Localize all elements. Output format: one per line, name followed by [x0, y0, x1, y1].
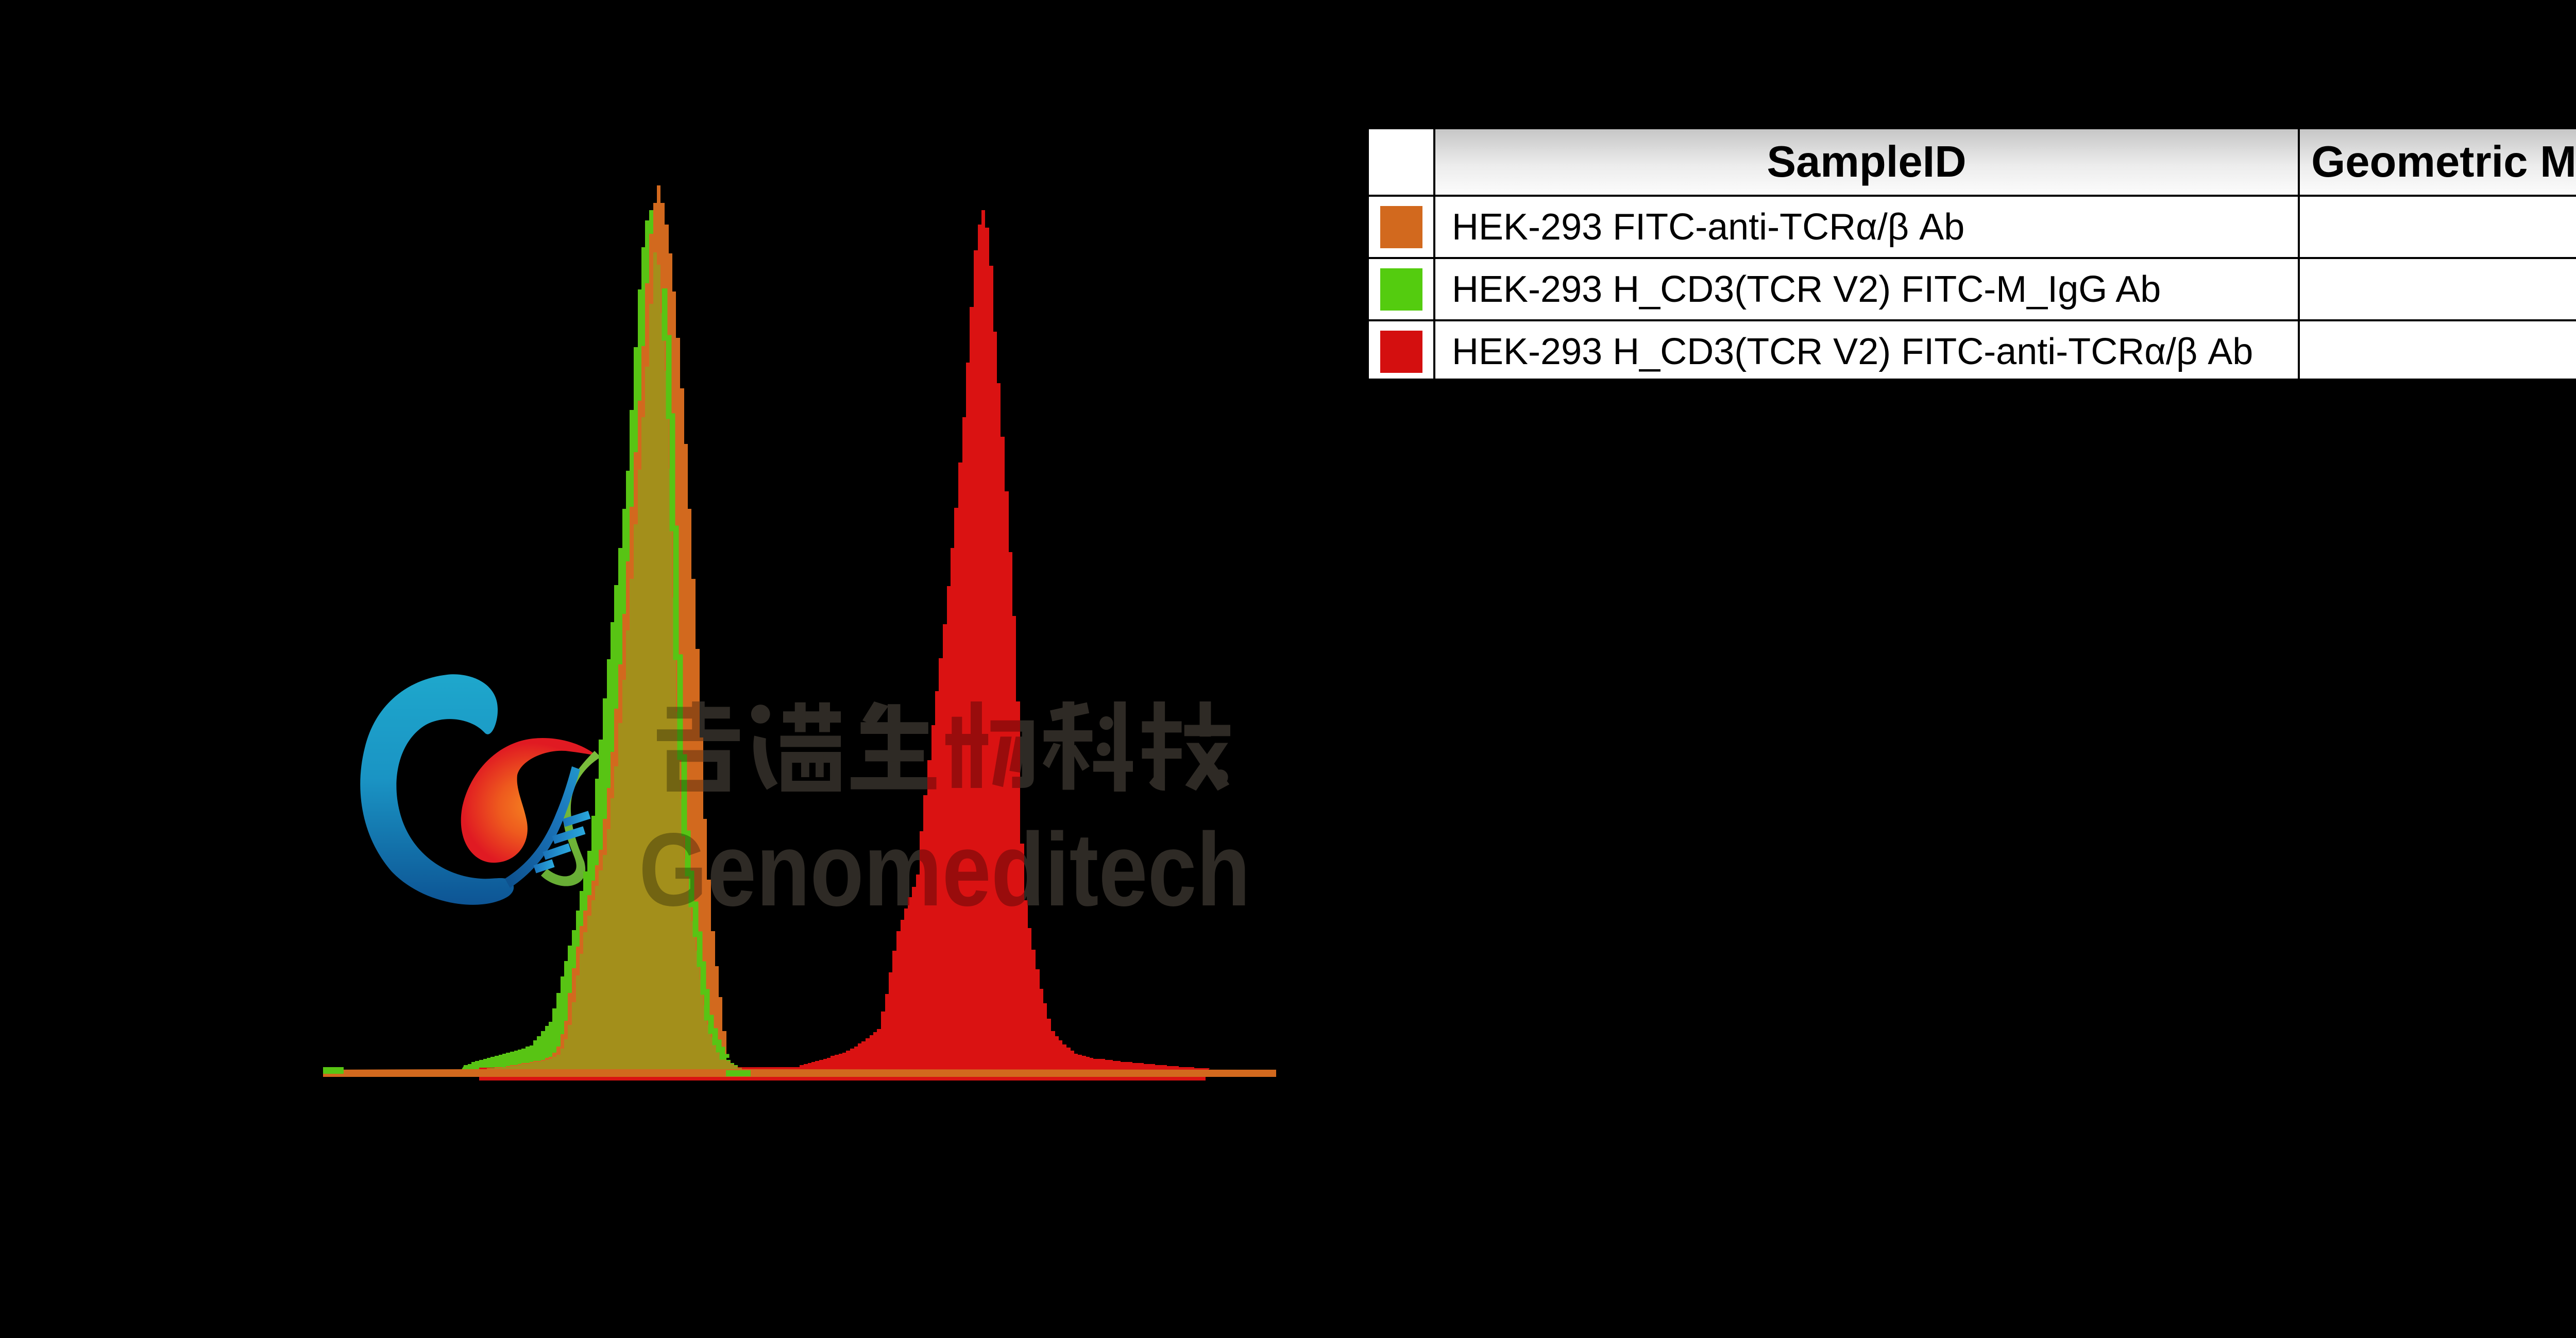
svg-text:Genomeditech: Genomeditech	[639, 812, 1250, 928]
svg-text:Genomeditech: Genomeditech	[639, 812, 1250, 928]
